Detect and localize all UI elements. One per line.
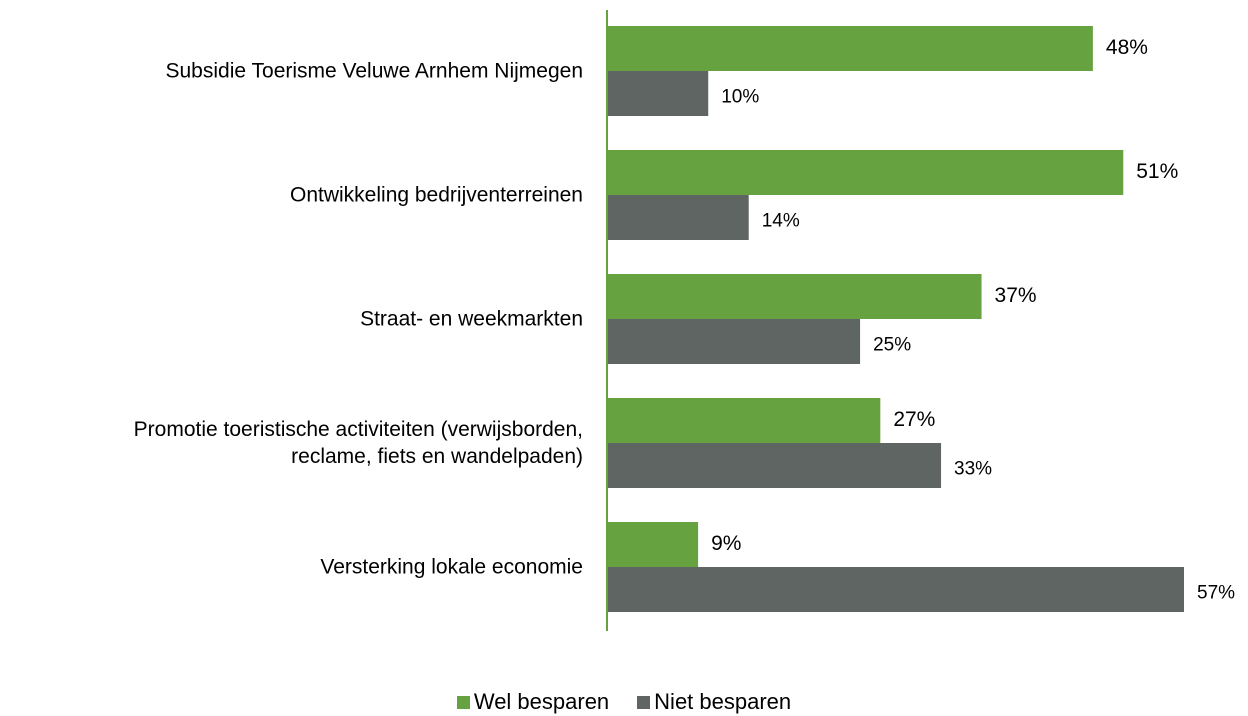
value-label: 14% (762, 211, 800, 232)
bar (608, 274, 982, 319)
value-label: 10% (721, 87, 759, 108)
value-label: 57% (1197, 583, 1235, 604)
bar (608, 567, 1184, 612)
bar (608, 522, 699, 567)
value-label: 27% (893, 408, 935, 431)
category-label: Ontwikkeling bedrijventerreinen (290, 183, 583, 207)
legend-label: Wel besparen (473, 689, 610, 714)
legend-label: Niet besparen (654, 689, 792, 714)
value-label: 33% (954, 459, 992, 480)
legend-swatch (637, 695, 651, 709)
legend-item: Niet besparen (637, 689, 791, 715)
category-label: Straat- en weekmarkten (360, 307, 583, 331)
bar (608, 26, 1093, 71)
bar (608, 319, 861, 364)
category-label: Versterking lokale economie (320, 555, 583, 579)
value-label: 25% (873, 335, 911, 356)
value-label: 48% (1106, 36, 1148, 59)
category-label: Subsidie Toerisme Veluwe Arnhem Nijmegen (165, 59, 584, 83)
value-label: 37% (995, 284, 1037, 307)
value-label: 51% (1136, 160, 1178, 183)
bar (608, 443, 942, 488)
legend: Wel besparen Niet besparen (0, 689, 1248, 715)
category-label: Promotie toeristische activiteiten (verw… (133, 418, 583, 468)
value-label: 9% (711, 532, 741, 555)
legend-swatch (456, 695, 470, 709)
bar (608, 195, 749, 240)
bar (608, 150, 1124, 195)
bar (608, 398, 881, 443)
bar (608, 71, 709, 116)
legend-item: Wel besparen (456, 689, 610, 715)
